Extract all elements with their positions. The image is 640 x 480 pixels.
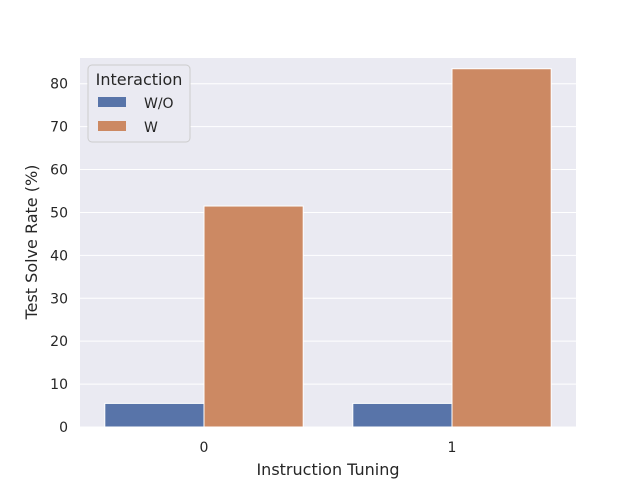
- y-tick-label: 20: [50, 334, 68, 350]
- legend-label-w: W: [144, 120, 158, 136]
- y-tick-label: 40: [50, 248, 68, 264]
- y-tick-label: 0: [59, 420, 68, 436]
- y-tick-labels: 0 10 20 30 40 50 60 70 80: [50, 77, 68, 436]
- bar-w-cat-1: [451, 68, 552, 428]
- y-tick-label: 50: [50, 205, 68, 221]
- y-tick-label: 60: [50, 163, 68, 179]
- x-tick-label: 0: [200, 440, 209, 456]
- bars: [104, 68, 552, 428]
- bar-wo-cat-1: [352, 402, 453, 428]
- y-tick-label: 80: [50, 77, 68, 93]
- y-tick-label: 70: [50, 120, 68, 136]
- y-tick-label: 30: [50, 291, 68, 307]
- legend-swatch-w: [98, 121, 126, 131]
- legend-label-wo: W/O: [144, 96, 174, 112]
- x-axis-label: Instruction Tuning: [256, 460, 399, 479]
- x-tick-label: 1: [448, 440, 457, 456]
- legend: Interaction W/O W: [87, 64, 191, 143]
- legend-title: Interaction: [96, 70, 183, 89]
- legend-swatch-wo: [98, 97, 126, 107]
- bar-wo-cat-0: [104, 402, 205, 428]
- bar-w-cat-0: [203, 205, 304, 428]
- y-axis-label: Test Solve Rate (%): [22, 165, 41, 321]
- y-tick-label: 10: [50, 377, 68, 393]
